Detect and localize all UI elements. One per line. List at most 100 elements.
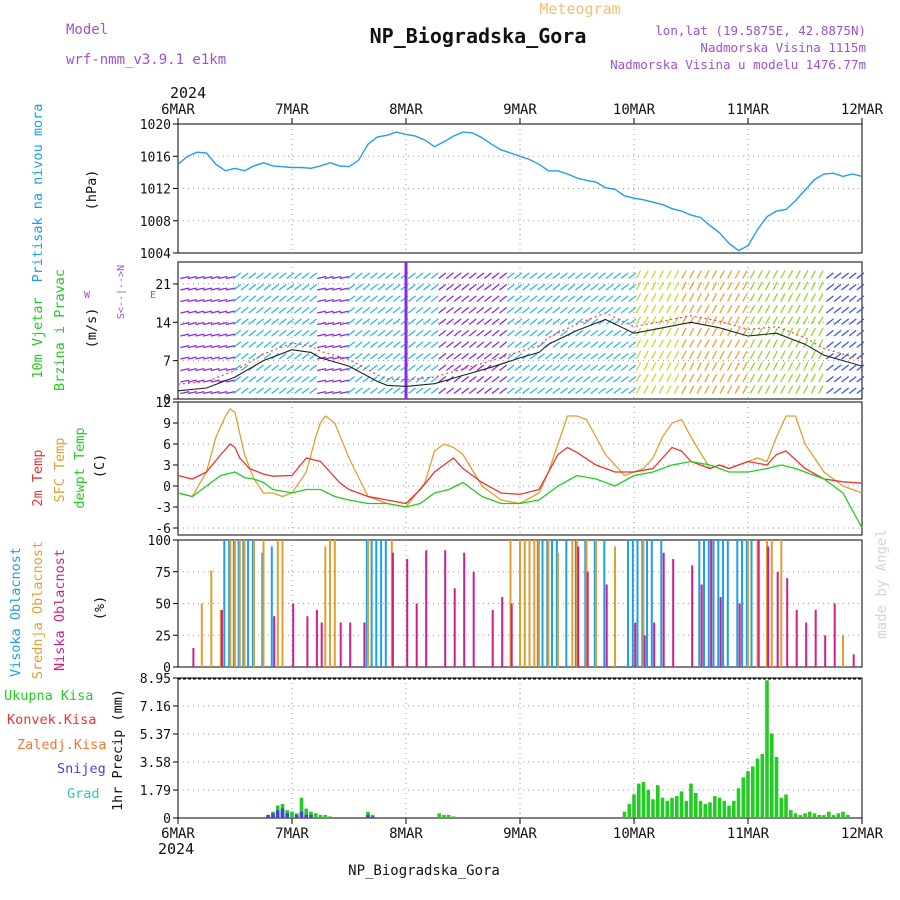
wind-barb — [203, 390, 213, 395]
wind-barb — [415, 329, 424, 337]
wind-barb — [825, 352, 834, 360]
cloud-bar — [780, 540, 783, 667]
cloud-bar — [738, 603, 741, 667]
cloud-bar — [228, 540, 231, 667]
wind-barb — [529, 387, 538, 395]
wind-barb — [210, 390, 220, 395]
wind-barb — [597, 329, 606, 337]
wind-barb — [559, 352, 568, 360]
wind-barb — [780, 373, 786, 383]
cloud-bar — [384, 540, 387, 667]
wind-barb — [423, 295, 432, 302]
cloud-bar — [631, 540, 634, 667]
wind-barb — [704, 339, 710, 348]
wind-barb — [415, 283, 424, 291]
wind-barb — [521, 387, 530, 395]
wind-barb — [734, 362, 740, 371]
wind-barb — [628, 364, 637, 372]
wind-barb — [301, 329, 310, 337]
wind-barb — [225, 333, 235, 337]
wind-barb — [255, 283, 264, 291]
wind-barb — [461, 352, 470, 360]
wind-barb — [324, 379, 334, 383]
wind-barb — [734, 293, 740, 302]
wind-barb — [635, 281, 642, 291]
cloud-bar — [770, 540, 773, 667]
cloud-bar — [324, 546, 327, 667]
compass-s: S — [116, 313, 127, 319]
wind-barb — [339, 287, 349, 291]
wind-barb — [468, 352, 477, 360]
wind-barb — [696, 339, 702, 348]
pressure-title: Pritisak na nivou mora — [30, 104, 46, 283]
wind-barb — [203, 367, 213, 372]
wind-barb — [681, 339, 687, 348]
wind-barb — [689, 316, 695, 325]
wind-barb — [544, 306, 553, 314]
wind-barb — [483, 329, 492, 337]
wind-barb — [628, 283, 637, 291]
wind-barb — [392, 318, 401, 325]
wind-barb — [552, 341, 561, 348]
wind-barb — [317, 379, 327, 383]
wind-barb — [271, 272, 280, 279]
wind-barb — [309, 283, 318, 291]
wind-barb — [552, 352, 561, 360]
wind-barb — [324, 344, 334, 349]
wind-barb — [734, 373, 740, 383]
wind-barb — [499, 387, 508, 395]
cloud-bar — [270, 546, 273, 667]
wind-barb — [255, 318, 264, 325]
wind-barb — [742, 373, 748, 383]
wind-barb — [506, 295, 515, 302]
wind-barb — [772, 350, 778, 360]
wind-barb — [491, 329, 500, 337]
wind-barb — [711, 385, 718, 394]
x-tick-label-top: 7MAR — [275, 102, 309, 118]
wind-barb — [453, 341, 462, 348]
wind-barb — [407, 318, 416, 325]
wind-barb — [825, 306, 834, 314]
wind-barb — [787, 362, 794, 371]
wind-barb — [445, 306, 454, 314]
wind-barb — [271, 318, 280, 325]
wind-barb — [187, 321, 197, 326]
cloud-bar — [276, 540, 279, 667]
wind-barb — [255, 375, 264, 383]
wind-barb — [795, 385, 801, 394]
precip-bar — [717, 797, 722, 818]
wind-barb — [278, 295, 287, 302]
wind-barb — [689, 293, 695, 302]
precip-ytick-label: 1.79 — [140, 784, 171, 799]
wind-barb — [506, 387, 515, 395]
wind-barb — [369, 272, 378, 279]
footer-station: NP_Biogradska_Gora — [348, 863, 500, 879]
wind-barb — [803, 327, 809, 337]
wind-barb — [749, 316, 756, 325]
snow-bar — [294, 814, 299, 818]
wind-barb — [651, 270, 657, 279]
wind-barb — [848, 364, 857, 372]
cloud-high-title: Visoka Oblacnost — [8, 547, 24, 677]
wind-barb — [377, 318, 386, 325]
wind-barb — [559, 364, 568, 372]
wind-barb — [461, 329, 470, 337]
wind-barb — [765, 293, 771, 302]
wind-barb — [711, 373, 718, 383]
wind-barb — [544, 329, 553, 337]
wind-barb — [430, 352, 439, 360]
wind-barb — [635, 316, 642, 325]
wind-barb — [476, 387, 485, 395]
wind-barb — [453, 364, 462, 372]
snow-bar — [285, 813, 289, 818]
precip-bar — [366, 811, 370, 818]
wind-barb — [575, 352, 584, 360]
wind-barb — [309, 272, 318, 279]
wind-barb — [499, 341, 508, 348]
wind-barb — [423, 375, 432, 383]
wind-barb — [499, 329, 508, 337]
wind-barb — [544, 295, 553, 302]
wind-barb — [483, 352, 492, 360]
wind-barb — [818, 385, 824, 394]
cloud-bar — [736, 540, 739, 667]
